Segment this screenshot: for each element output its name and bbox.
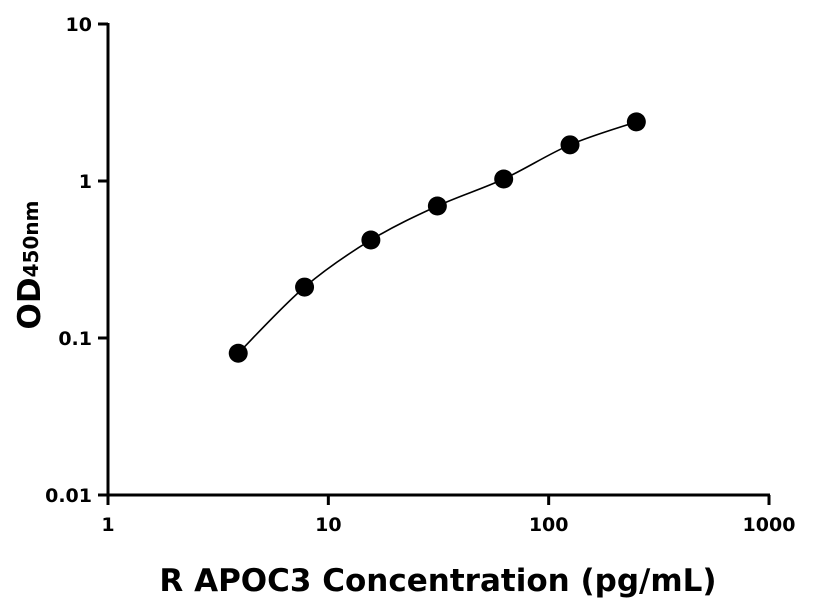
data-point: [560, 135, 580, 155]
y-axis-label-main: OD: [12, 277, 48, 329]
y-axis-label-sub: 450nm: [19, 201, 43, 278]
data-point: [427, 196, 447, 216]
x-tick-label: 1: [101, 514, 114, 536]
x-tick-label: 1000: [743, 514, 796, 536]
data-point: [228, 343, 248, 363]
x-axis-label: R APOC3 Concentration (pg/mL): [159, 563, 716, 599]
data-point: [295, 277, 315, 297]
y-axis-label: OD450nm: [12, 201, 48, 330]
y-tick-label: 10: [66, 14, 92, 36]
data-point: [494, 169, 514, 189]
x-tick-label: 10: [315, 514, 341, 536]
x-tick-label: 100: [529, 514, 569, 536]
y-tick-label: 0.1: [58, 328, 92, 350]
data-point: [626, 112, 646, 132]
y-tick-label: 1: [79, 171, 92, 193]
data-point: [361, 230, 381, 250]
y-tick-label: 0.01: [45, 485, 92, 507]
fit-curve: [237, 121, 637, 354]
